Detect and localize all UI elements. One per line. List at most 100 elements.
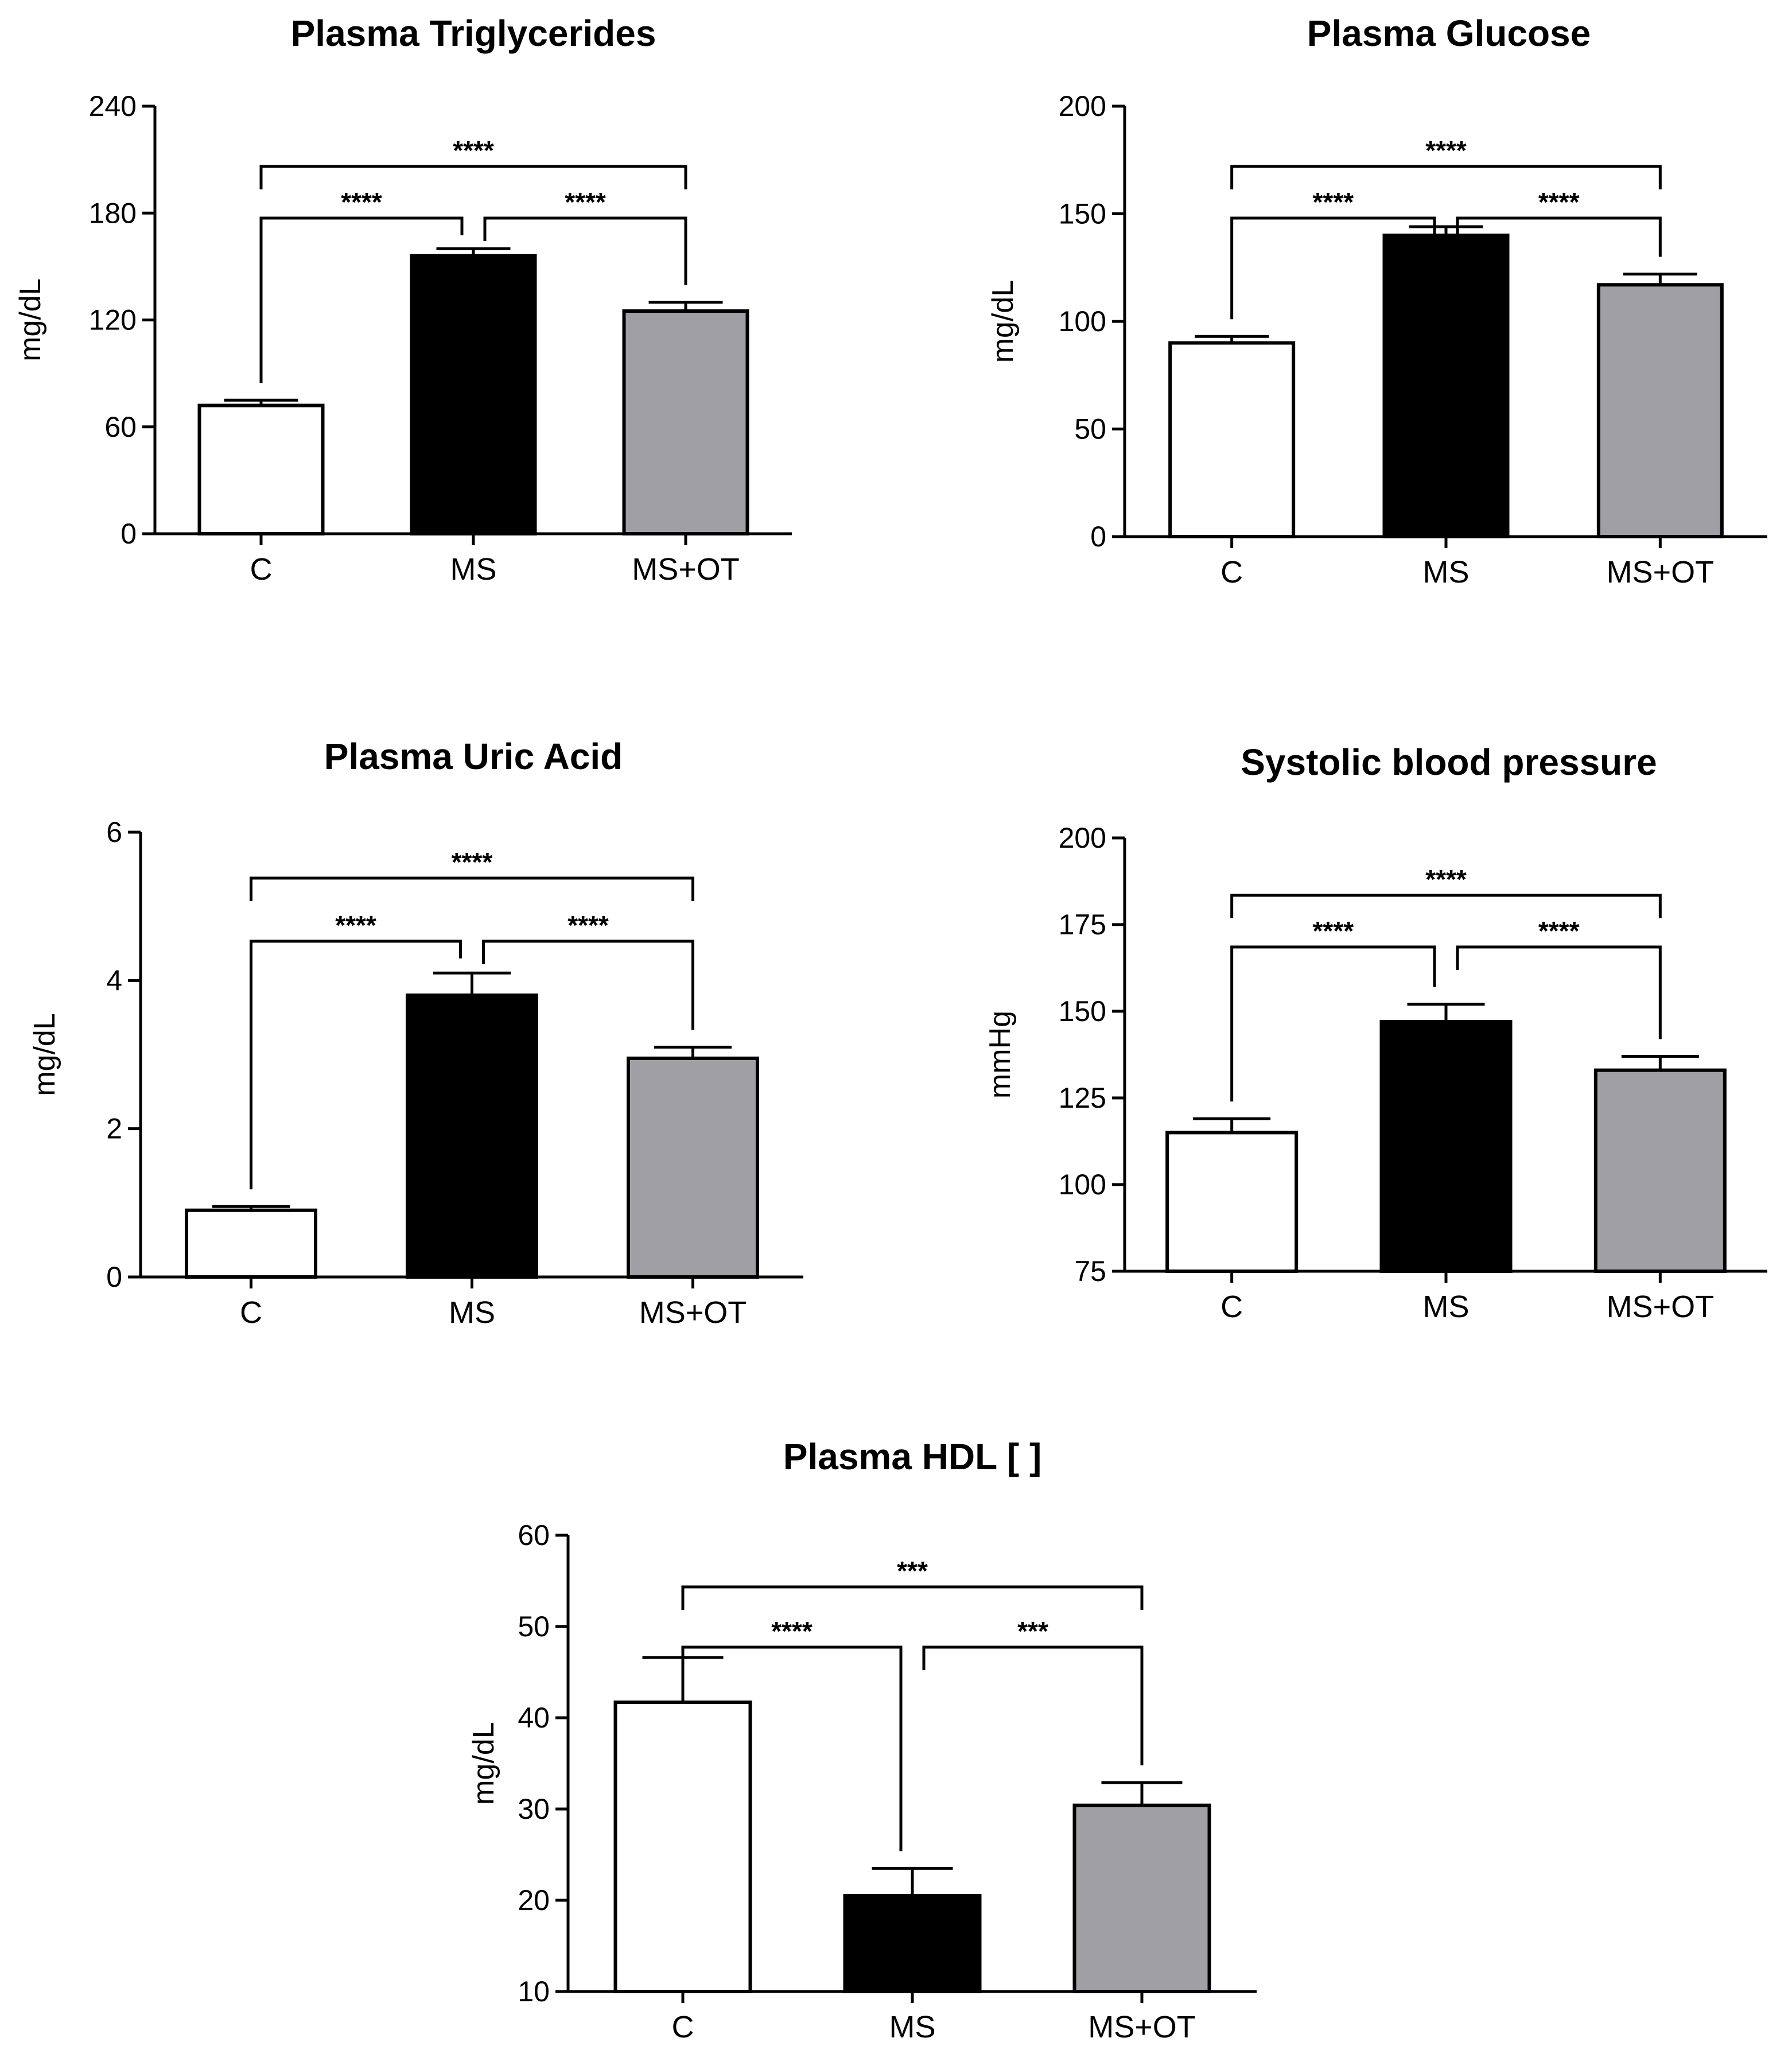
category-label: C: [672, 2010, 694, 2044]
chart-title: Plasma HDL [ ]: [783, 1436, 1042, 1477]
category-label: MS+OT: [1607, 1290, 1715, 1324]
chart-panel: Plasma Triglycerides mg/dL 0 60 120 180 240 C MS…: [14, 13, 792, 587]
significance-bracket: [681, 1645, 903, 1851]
significance-label: ****: [567, 910, 609, 940]
y-tick-label: 180: [89, 197, 137, 229]
category-label: MS: [889, 2010, 936, 2044]
y-tick-label: 75: [1074, 1255, 1106, 1287]
bar-ms-ot: [1593, 1068, 1727, 1274]
chart-title: Plasma Glucose: [1307, 13, 1591, 54]
significance-label: ****: [1425, 135, 1467, 165]
y-tick-label: 60: [104, 411, 137, 443]
category-label: C: [1220, 1290, 1243, 1324]
bar-c: [185, 1208, 317, 1279]
bar-ms-ot: [1596, 283, 1724, 538]
bar-ms-ot: [627, 1056, 759, 1279]
category-label: MS: [1423, 1290, 1470, 1324]
y-axis-label: mmHg: [984, 1011, 1017, 1098]
y-tick-label: 200: [1059, 822, 1106, 854]
bar-ms: [406, 993, 538, 1279]
significance-bracket: [259, 216, 464, 383]
y-tick-label: 175: [1059, 909, 1106, 941]
significance-label: ***: [1017, 1616, 1048, 1646]
significance-label: ****: [771, 1616, 813, 1646]
y-tick-label: 200: [1059, 90, 1106, 122]
chart-panel: Plasma Glucose mg/dL 0 50 100 150 200 C MS MS+OT *…: [986, 13, 1767, 589]
significance-label: ****: [452, 847, 493, 877]
y-tick-label: 50: [1074, 413, 1106, 445]
y-tick-label: 240: [89, 90, 137, 122]
significance-label: ****: [1313, 187, 1354, 217]
category-label: MS: [449, 1295, 495, 1330]
y-tick-label: 60: [518, 1519, 550, 1551]
y-axis-label: mg/dL: [28, 1013, 61, 1096]
significance-label: ****: [1425, 864, 1467, 894]
bar-c: [613, 1700, 752, 1993]
chart-title: Plasma Triglycerides: [291, 13, 656, 54]
significance-bracket: [1456, 945, 1662, 1039]
significance-bracket: [250, 940, 462, 1190]
y-tick-label: 100: [1059, 305, 1106, 337]
category-label: C: [1220, 555, 1243, 589]
significance-label: ****: [1313, 916, 1354, 946]
category-label: MS+OT: [632, 552, 740, 587]
significance-bracket: [250, 876, 694, 901]
category-label: MS: [450, 552, 497, 587]
significance-label: ****: [565, 187, 606, 217]
bar-c: [197, 403, 325, 535]
bar-ms: [843, 1894, 982, 1994]
y-tick-label: 30: [518, 1793, 550, 1825]
y-tick-label: 150: [1059, 995, 1106, 1027]
category-label: C: [250, 552, 273, 587]
y-tick-label: 50: [518, 1610, 550, 1643]
bar-ms-ot: [622, 309, 749, 536]
y-axis-label: mg/dL: [986, 280, 1020, 363]
significance-bracket: [482, 940, 694, 1030]
bar-ms-ot: [1072, 1803, 1211, 1993]
y-tick-label: 4: [106, 964, 122, 996]
significance-label: ****: [341, 187, 382, 217]
significance-label: ****: [335, 910, 376, 940]
y-tick-label: 10: [518, 1975, 550, 2008]
significance-label: ****: [1538, 187, 1580, 217]
chart-title: Systolic blood pressure: [1241, 742, 1657, 783]
y-tick-label: 40: [518, 1702, 550, 1734]
category-label: MS+OT: [639, 1295, 747, 1330]
y-axis-label: mg/dL: [467, 1722, 500, 1805]
y-axis-label: mg/dL: [14, 278, 47, 362]
y-tick-label: 125: [1059, 1082, 1106, 1114]
significance-bracket: [483, 216, 687, 285]
y-tick-label: 0: [1090, 521, 1106, 553]
bar-ms: [410, 254, 537, 535]
y-tick-label: 100: [1059, 1169, 1106, 1201]
chart-panel: Plasma HDL [ ] mg/dL 10 20 30 40 50 60 C MS MS+OT *…: [467, 1436, 1257, 2044]
chart-title: Plasma Uric Acid: [324, 736, 623, 777]
significance-label: ***: [897, 1556, 928, 1586]
y-tick-label: 2: [106, 1113, 122, 1145]
significance-bracket: [922, 1645, 1144, 1765]
bar-c: [1168, 341, 1296, 538]
bar-ms: [1379, 1020, 1513, 1273]
y-tick-label: 0: [106, 1261, 122, 1293]
significance-bracket: [1456, 216, 1662, 257]
significance-bracket: [1230, 894, 1662, 918]
category-label: MS+OT: [1088, 2010, 1196, 2044]
y-tick-label: 20: [518, 1884, 550, 1916]
chart-panel: Plasma Uric Acid mg/dL 0 2 4 6 C MS MS+OT **** ***…: [28, 736, 803, 1330]
significance-label: ****: [453, 135, 494, 165]
y-tick-label: 6: [106, 816, 122, 848]
bar-ms: [1382, 234, 1510, 538]
y-tick-label: 150: [1059, 198, 1106, 230]
significance-bracket: [1230, 216, 1436, 320]
y-tick-label: 0: [120, 518, 137, 550]
significance-bracket: [1230, 165, 1662, 189]
category-label: C: [240, 1295, 262, 1330]
chart-panel: Systolic blood pressure mmHg 75 100 125 150 17…: [984, 742, 1767, 1324]
significance-bracket: [1230, 945, 1436, 1102]
bar-c: [1165, 1131, 1299, 1274]
y-tick-label: 120: [89, 304, 137, 336]
category-label: MS: [1423, 555, 1470, 589]
significance-label: ****: [1538, 916, 1580, 946]
significance-bracket: [259, 165, 687, 189]
